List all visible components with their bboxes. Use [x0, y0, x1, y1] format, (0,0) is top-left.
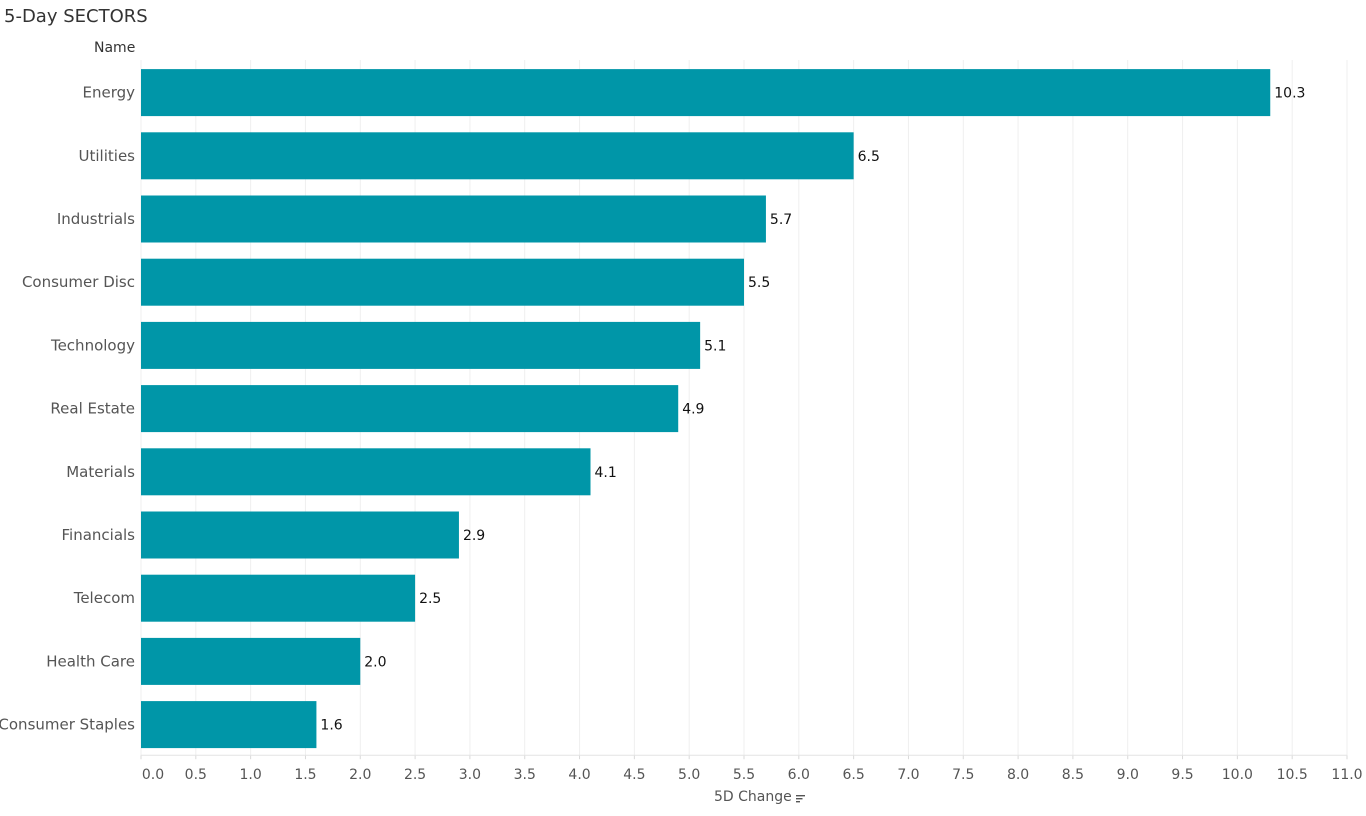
- value-label: 4.9: [682, 402, 704, 418]
- x-tick-label: 2.5: [404, 767, 426, 783]
- category-label[interactable]: Utilities: [79, 147, 136, 165]
- bar-energy[interactable]: [141, 69, 1271, 117]
- value-label: 1.6: [320, 718, 342, 734]
- category-labels: Energy Utilities Industrials Consumer Disc T…: [0, 84, 135, 734]
- bar-real-estate[interactable]: [141, 385, 679, 433]
- bar-consumer-staples[interactable]: [141, 701, 317, 749]
- x-tick-label: 7.5: [952, 767, 974, 783]
- value-label: 5.1: [704, 338, 726, 354]
- x-tick-label: 9.0: [1117, 767, 1139, 783]
- value-labels: 10.3 6.5 5.7 5.5 5.1 4.9 4.1 2.9 2.5 2.0 1.6: [320, 86, 1305, 734]
- bar-technology[interactable]: [141, 321, 701, 369]
- value-label: 10.3: [1274, 86, 1305, 102]
- x-tick-label: 4.0: [568, 767, 590, 783]
- category-label[interactable]: Materials: [66, 463, 135, 481]
- x-tick-label: 10.5: [1277, 767, 1308, 783]
- category-label[interactable]: Health Care: [46, 652, 135, 670]
- category-label[interactable]: Real Estate: [50, 400, 135, 418]
- category-label[interactable]: Consumer Disc: [22, 273, 135, 291]
- sort-descending-icon[interactable]: [795, 794, 805, 803]
- value-label: 2.5: [419, 591, 441, 607]
- bar-consumer-disc[interactable]: [141, 258, 744, 306]
- bar-utilities[interactable]: [141, 132, 854, 180]
- x-tick-label: 6.0: [788, 767, 810, 783]
- value-label: 2.0: [364, 654, 386, 670]
- x-tick-label: 1.0: [240, 767, 262, 783]
- x-tick-label: 10.0: [1222, 767, 1253, 783]
- category-label[interactable]: Consumer Staples: [0, 716, 135, 734]
- x-tick-label: 9.5: [1171, 767, 1193, 783]
- value-label: 4.1: [595, 465, 617, 481]
- x-tick-label: 0.0: [142, 767, 164, 783]
- x-tick-label: 8.5: [1062, 767, 1084, 783]
- bar-materials[interactable]: [141, 448, 591, 496]
- chart-title: 5-Day SECTORS: [4, 6, 148, 27]
- category-label[interactable]: Energy: [82, 84, 135, 102]
- category-label[interactable]: Telecom: [73, 589, 135, 607]
- bar-telecom[interactable]: [141, 574, 416, 622]
- bar-industrials[interactable]: [141, 195, 766, 243]
- x-tick-label: 1.5: [294, 767, 316, 783]
- value-label: 5.5: [748, 275, 770, 291]
- x-tick-label: 2.0: [349, 767, 371, 783]
- x-tick-label: 5.5: [733, 767, 755, 783]
- x-axis-title-text: 5D Change: [714, 789, 792, 805]
- x-tick-label: 8.0: [1007, 767, 1029, 783]
- value-label: 6.5: [858, 149, 880, 165]
- category-label[interactable]: Technology: [50, 336, 135, 354]
- value-label: 2.9: [463, 528, 485, 544]
- x-tick-label: 3.0: [459, 767, 481, 783]
- bar-financials[interactable]: [141, 511, 459, 559]
- bar-health-care[interactable]: [141, 637, 361, 685]
- row-header-name[interactable]: Name: [94, 40, 136, 56]
- value-label: 5.7: [770, 212, 792, 228]
- category-label[interactable]: Financials: [62, 526, 136, 544]
- category-label[interactable]: Industrials: [57, 210, 135, 228]
- x-tick-label: 0.5: [185, 767, 207, 783]
- x-tick-label: 6.5: [843, 767, 865, 783]
- x-axis-title[interactable]: 5D Change: [714, 789, 805, 805]
- x-tick-label: 11.0: [1331, 767, 1362, 783]
- x-tick-label: 3.5: [514, 767, 536, 783]
- x-tick-label: 7.0: [897, 767, 919, 783]
- x-tick-label: 4.5: [623, 767, 645, 783]
- x-tick-label: 5.0: [678, 767, 700, 783]
- bars: [141, 69, 1271, 749]
- x-axis: 0.0 0.5 1.0 1.5 2.0 2.5 3.0 3.5 4.0 4.5 5.0 5.5 6.0 6…: [140, 754, 1363, 783]
